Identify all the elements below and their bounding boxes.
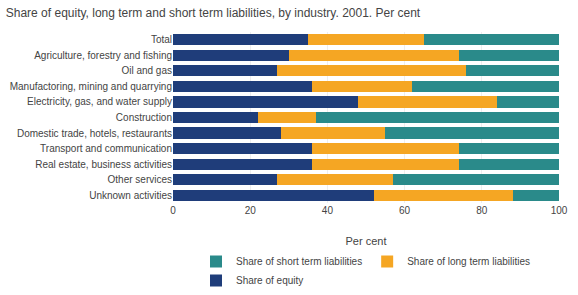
svg-text:Other services: Other services	[108, 174, 172, 185]
svg-text:0: 0	[170, 205, 176, 216]
svg-text:Electricity, gas, and water su: Electricity, gas, and water supply	[27, 96, 172, 107]
svg-text:Domestic trade, hotels, restau: Domestic trade, hotels, restaurants	[17, 128, 172, 139]
svg-text:Total: Total	[151, 34, 172, 45]
svg-text:Share of long term liabilities: Share of long term liabilities	[407, 256, 530, 267]
svg-text:Construction: Construction	[116, 112, 172, 123]
svg-text:Oil and gas: Oil and gas	[121, 65, 172, 76]
svg-text:Per cent: Per cent	[346, 235, 387, 247]
svg-text:Transport and communication: Transport and communication	[40, 143, 172, 154]
svg-text:60: 60	[399, 205, 411, 216]
svg-text:100: 100	[551, 205, 568, 216]
svg-text:Real estate, business activiti: Real estate, business activities	[35, 159, 172, 170]
svg-text:Share of equity, long term and: Share of equity, long term and short ter…	[6, 6, 421, 20]
svg-text:Unknown activities: Unknown activities	[89, 190, 172, 201]
svg-text:Share of short term liabilitie: Share of short term liabilities	[236, 256, 362, 267]
svg-text:80: 80	[476, 205, 488, 216]
svg-text:Share of equity: Share of equity	[236, 275, 303, 286]
svg-text:Manufactoring, mining and quar: Manufactoring, mining and quarrying	[10, 81, 172, 92]
svg-text:20: 20	[245, 205, 257, 216]
svg-text:Agriculture, forestry and fish: Agriculture, forestry and fishing	[34, 50, 172, 61]
svg-text:40: 40	[322, 205, 334, 216]
